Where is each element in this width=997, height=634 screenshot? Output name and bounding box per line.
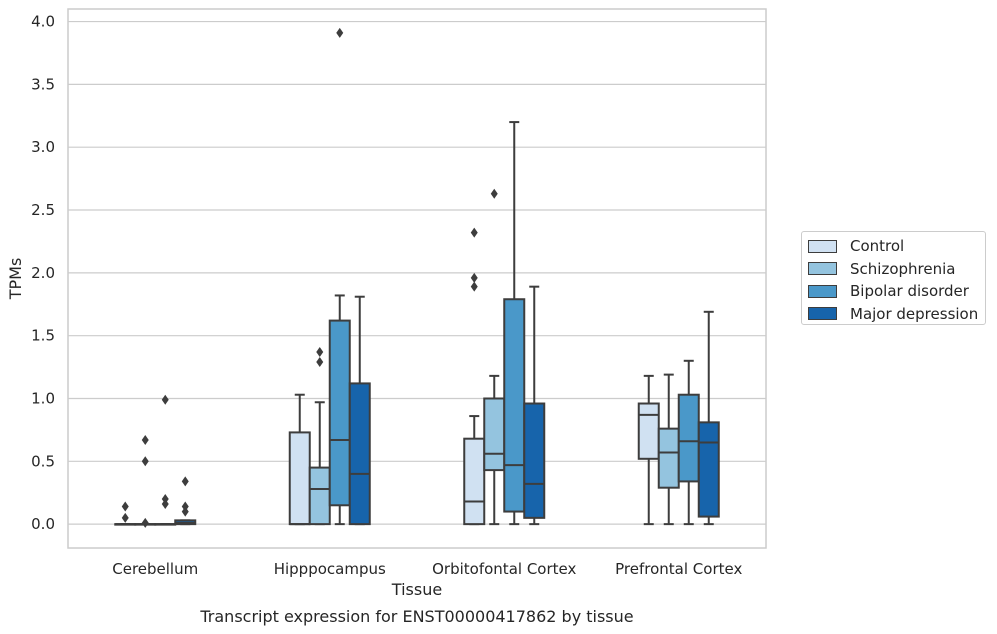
box-iqr bbox=[677, 393, 700, 483]
box-bipolar-disorder-cerebellum bbox=[154, 394, 177, 526]
box-iqr bbox=[308, 466, 331, 526]
x-tick-label: Prefrontal Cortex bbox=[615, 560, 742, 578]
y-tick-label: 3.5 bbox=[31, 75, 55, 93]
box-iqr bbox=[637, 402, 660, 460]
box-bipolar-disorder-orbitofontal-cortex bbox=[503, 121, 526, 526]
box-schizophrenia-prefrontal-cortex bbox=[657, 373, 680, 526]
x-tick-label: Cerebellum bbox=[112, 560, 198, 578]
box-iqr bbox=[503, 298, 526, 513]
y-tick-label: 3.0 bbox=[31, 138, 55, 156]
box-iqr bbox=[328, 319, 351, 507]
y-tick-label: 1.0 bbox=[31, 389, 55, 407]
box-bipolar-disorder-hipppocampus bbox=[328, 27, 351, 526]
grid-lines bbox=[68, 20, 766, 525]
box-control-hipppocampus bbox=[288, 393, 311, 526]
outlier-point bbox=[181, 506, 189, 517]
y-axis-label: TPMs bbox=[6, 258, 25, 301]
chart-caption: Transcript expression for ENST0000041786… bbox=[199, 607, 633, 626]
y-tick-label: 0.5 bbox=[31, 452, 55, 470]
outlier-point bbox=[161, 499, 169, 510]
x-tick-labels: Cerebellum Hipppocampus Orbitofontal Corte… bbox=[112, 560, 742, 578]
box-major-depression-hipppocampus bbox=[348, 295, 371, 526]
outlier-point bbox=[470, 272, 478, 283]
box-major-depression-orbitofontal-cortex bbox=[523, 285, 546, 526]
y-tick-label: 4.0 bbox=[31, 13, 55, 31]
outlier-point bbox=[316, 357, 324, 368]
outlier-point bbox=[161, 494, 169, 504]
box-iqr bbox=[697, 421, 720, 518]
legend-label: Control bbox=[850, 237, 905, 256]
box-major-depression-prefrontal-cortex bbox=[697, 310, 720, 526]
legend: Control Schizophrenia Bipolar disorder M… bbox=[801, 231, 986, 325]
outlier-point bbox=[181, 476, 189, 487]
box-bipolar-disorder-prefrontal-cortex bbox=[677, 359, 700, 526]
x-tick-label: Orbitofontal Cortex bbox=[432, 560, 576, 578]
box-layer bbox=[114, 27, 720, 528]
legend-swatch bbox=[808, 262, 837, 276]
outlier-point bbox=[336, 27, 344, 38]
box-major-depression-cerebellum bbox=[174, 476, 197, 526]
box-control-cerebellum bbox=[114, 501, 137, 526]
plot-area-frame bbox=[67, 8, 767, 549]
box-iqr bbox=[657, 427, 680, 489]
legend-swatch bbox=[808, 307, 837, 321]
legend-item-major-depression: Major depression bbox=[808, 303, 985, 326]
y-tick-label: 1.5 bbox=[31, 327, 55, 345]
legend-item-schizophrenia: Schizophrenia bbox=[808, 258, 985, 281]
outlier-point bbox=[470, 281, 478, 292]
legend-swatch bbox=[808, 239, 837, 253]
outlier-point bbox=[181, 501, 189, 512]
outlier-point bbox=[316, 347, 324, 357]
outlier-point bbox=[161, 394, 169, 405]
box-schizophrenia-cerebellum bbox=[134, 434, 157, 528]
box-iqr bbox=[288, 431, 311, 526]
y-tick-label: 0.0 bbox=[31, 515, 55, 533]
legend-label: Schizophrenia bbox=[850, 259, 956, 278]
outlier-point bbox=[141, 456, 149, 467]
y-tick-label: 2.0 bbox=[31, 264, 55, 282]
box-schizophrenia-hipppocampus bbox=[308, 347, 331, 526]
outlier-point bbox=[141, 517, 149, 528]
box-iqr bbox=[348, 382, 371, 526]
box-control-prefrontal-cortex bbox=[637, 374, 660, 526]
y-tick-labels: 0.0 0.5 1.0 1.5 2.0 2.5 3.0 3.5 4.0 bbox=[31, 13, 55, 534]
outlier-point bbox=[121, 501, 129, 512]
box-control-orbitofontal-cortex bbox=[463, 227, 486, 526]
outlier-point bbox=[121, 512, 129, 523]
legend-item-bipolar-disorder: Bipolar disorder bbox=[808, 280, 985, 303]
legend-swatch bbox=[808, 284, 837, 298]
outlier-point bbox=[470, 227, 478, 238]
box-iqr bbox=[483, 397, 506, 472]
box-iqr bbox=[523, 402, 546, 519]
y-tick-label: 2.5 bbox=[31, 201, 55, 219]
x-axis-label: Tissue bbox=[391, 580, 442, 599]
box-schizophrenia-orbitofontal-cortex bbox=[483, 188, 506, 526]
legend-item-control: Control bbox=[808, 235, 985, 258]
legend-label: Major depression bbox=[850, 304, 979, 323]
outlier-point bbox=[141, 434, 149, 445]
outlier-point bbox=[490, 188, 498, 199]
box-iqr bbox=[463, 437, 486, 526]
x-tick-label: Hipppocampus bbox=[274, 560, 386, 578]
legend-label: Bipolar disorder bbox=[850, 282, 969, 301]
